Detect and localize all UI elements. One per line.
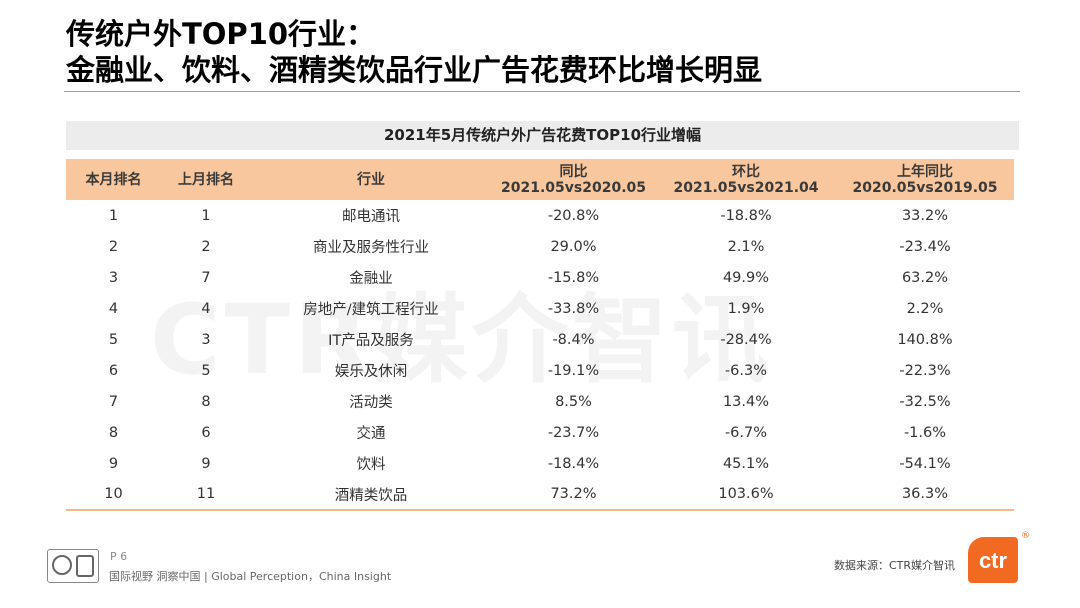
header-yoy-period: 2021.05vs2020.05: [501, 179, 646, 196]
title-divider: [64, 91, 1020, 92]
cell-industry: 交通: [356, 426, 386, 442]
header-mom: 环比 2021.05vs2021.04: [656, 159, 836, 200]
cell-rank-last: 1: [201, 207, 211, 224]
cell-yoy: -19.1%: [547, 362, 600, 379]
title-line-2: 金融业、饮料、酒精类饮品行业广告花费环比增长明显: [66, 53, 763, 87]
cell-rank-last: 6: [201, 424, 211, 441]
cell-industry: IT产品及服务: [328, 333, 414, 349]
table-caption: 2021年5月传统户外广告花费TOP10行业增幅: [66, 121, 1019, 150]
cell-rank-this: 5: [108, 331, 119, 348]
cell-rank-last: 7: [201, 269, 211, 286]
cell-last-yoy: -54.1%: [899, 455, 951, 472]
cell-industry: 房地产/建筑工程行业: [303, 302, 439, 318]
cell-rank-last: 8: [201, 393, 211, 410]
header-mom-label: 环比: [732, 163, 760, 180]
cell-rank-this: 7: [108, 393, 119, 410]
cell-rank-last: 5: [201, 362, 211, 379]
cell-yoy: -18.4%: [547, 455, 600, 472]
cell-rank-last: 4: [201, 300, 211, 317]
cell-yoy: 29.0%: [550, 238, 597, 255]
header-yoy-label: 同比: [559, 163, 588, 180]
cell-industry: 活动类: [349, 395, 393, 411]
cell-mom: -18.8%: [720, 207, 772, 224]
page-number: P 6: [110, 550, 128, 563]
table-row: 7 8 活动类 8.5% 13.4% -32.5%: [66, 386, 1014, 417]
cell-last-yoy: -23.4%: [899, 238, 951, 255]
table-row: 2 2 商业及服务性行业 29.0% 2.1% -23.4%: [66, 231, 1014, 262]
header-last-yoy: 上年同比 2020.05vs2019.05: [836, 159, 1014, 200]
cell-yoy: -23.7%: [547, 424, 600, 441]
table-header-row: 本月排名 上月排名 行业 同比 2021.05vs2020.05 环比 2021…: [66, 159, 1014, 200]
cell-mom: 45.1%: [722, 455, 770, 472]
cell-rank-this: 8: [108, 424, 119, 441]
cell-mom: 13.4%: [722, 393, 770, 410]
header-last-yoy-period: 2020.05vs2019.05: [852, 179, 998, 196]
cell-mom: -28.4%: [720, 331, 772, 348]
cell-yoy: 73.2%: [491, 479, 656, 511]
cell-last-yoy: 2.2%: [906, 300, 944, 317]
cell-last-yoy: -1.6%: [903, 424, 947, 441]
table-row: 10 11 酒精类饮品 73.2% 103.6% 36.3%: [66, 479, 1014, 511]
cell-last-yoy: 36.3%: [836, 479, 1014, 511]
cell-rank-this: 9: [108, 455, 119, 472]
cell-last-yoy: -32.5%: [899, 393, 951, 410]
cell-mom: 1.9%: [727, 300, 765, 317]
cell-last-yoy: 63.2%: [901, 269, 949, 286]
cell-yoy: -33.8%: [547, 300, 600, 317]
cell-rank-this: 3: [108, 269, 119, 286]
header-industry: 行业: [357, 171, 385, 188]
cell-mom: -6.7%: [724, 424, 768, 441]
cell-industry: 娱乐及休闲: [334, 364, 408, 380]
cell-rank-this: 10: [66, 479, 161, 511]
cell-mom: 49.9%: [722, 269, 770, 286]
cell-rank-this: 1: [108, 207, 119, 224]
table-row: 1 1 邮电通讯 -20.8% -18.8% 33.2%: [66, 200, 1014, 231]
certification-badge-icon: [47, 549, 99, 583]
cell-last-yoy: 33.2%: [901, 207, 949, 224]
cell-rank-this: 2: [108, 238, 119, 255]
header-last-yoy-label: 上年同比: [897, 163, 953, 180]
cell-yoy: -20.8%: [547, 207, 600, 224]
header-rank-this: 本月排名: [85, 171, 142, 188]
cell-rank-last: 3: [201, 331, 211, 348]
cell-industry: 饮料: [356, 457, 386, 473]
cell-last-yoy: -22.3%: [899, 362, 951, 379]
table-row: 5 3 IT产品及服务 -8.4% -28.4% 140.8%: [66, 324, 1014, 355]
cell-industry: 商业及服务性行业: [313, 240, 429, 256]
cell-mom: -6.3%: [724, 362, 768, 379]
cell-rank-this: 6: [108, 362, 119, 379]
registered-mark: ®: [1021, 531, 1030, 541]
header-rank-last: 上月排名: [178, 171, 234, 188]
title-line-1: 传统户外TOP10行业：: [66, 17, 376, 51]
table-row: 3 7 金融业 -15.8% 49.9% 63.2%: [66, 262, 1014, 293]
cell-rank-last: 2: [201, 238, 211, 255]
ctr-logo: ctr: [968, 537, 1018, 583]
data-source: 数据来源：CTR媒介智讯: [834, 559, 956, 572]
cell-rank-last: 11: [161, 479, 251, 511]
cell-yoy: -8.4%: [552, 331, 595, 348]
cell-rank-this: 4: [108, 300, 119, 317]
header-yoy: 同比 2021.05vs2020.05: [491, 159, 656, 200]
cell-mom: 2.1%: [727, 238, 765, 255]
cell-yoy: 8.5%: [555, 393, 592, 410]
cell-yoy: -15.8%: [547, 269, 600, 286]
cell-mom: 103.6%: [656, 479, 836, 511]
footer-tagline: 国际视野 洞察中国 | Global Perception，China Insi…: [109, 570, 392, 583]
cell-industry: 酒精类饮品: [251, 479, 491, 511]
table-row: 4 4 房地产/建筑工程行业 -33.8% 1.9% 2.2%: [66, 293, 1014, 324]
table-row: 9 9 饮料 -18.4% 45.1% -54.1%: [66, 448, 1014, 479]
cell-industry: 邮电通讯: [342, 209, 400, 225]
page-title: 传统户外TOP10行业： 金融业、饮料、酒精类饮品行业广告花费环比增长明显: [66, 16, 1026, 88]
cell-rank-last: 9: [201, 455, 211, 472]
header-mom-period: 2021.05vs2021.04: [673, 179, 819, 196]
table-row: 6 5 娱乐及休闲 -19.1% -6.3% -22.3%: [66, 355, 1014, 386]
cell-industry: 金融业: [349, 271, 393, 287]
industry-table: 本月排名 上月排名 行业 同比 2021.05vs2020.05 环比 2021…: [66, 159, 1014, 511]
table-row: 8 6 交通 -23.7% -6.7% -1.6%: [66, 417, 1014, 448]
cell-last-yoy: 140.8%: [897, 331, 953, 348]
